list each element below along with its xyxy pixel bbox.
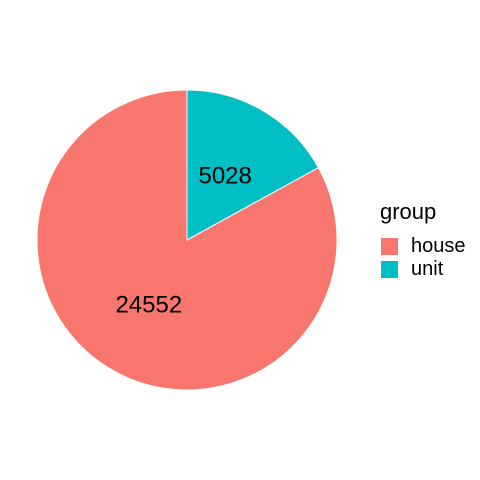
pie-slices (36, 89, 338, 391)
legend-title: group (380, 199, 436, 224)
pie-label-unit: 5028 (198, 162, 251, 189)
legend-key-unit (381, 261, 398, 278)
pie-label-house: 24552 (115, 292, 182, 319)
pie-labels: 5028 24552 (115, 162, 251, 318)
pie-slice-unit (186, 89, 320, 241)
legend-key-house (381, 238, 398, 255)
pie-slice-house (36, 89, 338, 391)
legend-label-unit: unit (411, 258, 444, 280)
legend-label-house: house (411, 235, 466, 257)
